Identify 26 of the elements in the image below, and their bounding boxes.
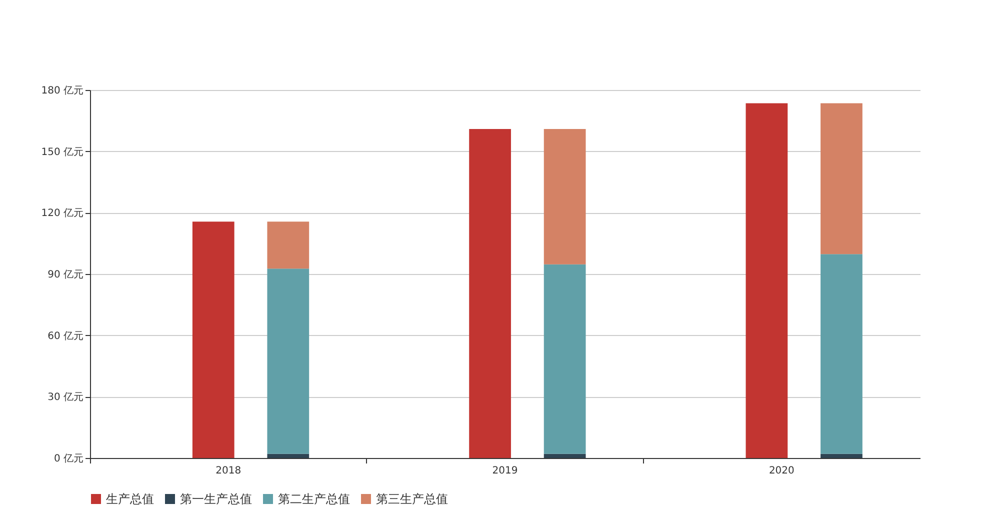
bar <box>192 222 234 458</box>
x-tick-label: 2018 <box>216 466 242 476</box>
y-tick-label: 180 亿元 <box>41 86 84 96</box>
legend-label: 第三生产总值 <box>376 492 448 506</box>
y-tick-label: 150 亿元 <box>41 146 84 158</box>
y-tick-label: 90 亿元 <box>48 270 84 280</box>
bar <box>820 254 862 454</box>
x-tick-label: 2019 <box>492 466 518 476</box>
y-tick-label: 60 亿元 <box>48 330 84 342</box>
bar <box>267 268 310 454</box>
bar <box>746 103 788 458</box>
bar <box>544 129 586 264</box>
bar <box>544 454 586 458</box>
bar <box>267 222 310 269</box>
legend-label: 生产总值 <box>106 492 154 506</box>
y-tick-label: 120 亿元 <box>41 208 84 220</box>
bar <box>469 129 511 458</box>
bar <box>820 103 862 254</box>
bar <box>544 264 586 454</box>
y-tick-label: 0 亿元 <box>54 454 84 464</box>
bar <box>820 454 862 458</box>
legend-label: 第二生产总值 <box>278 492 350 506</box>
y-tick-label: 30 亿元 <box>48 392 84 404</box>
bar <box>267 454 310 458</box>
legend-label: 第一生产总值 <box>180 492 252 506</box>
x-tick-label: 2020 <box>768 466 794 476</box>
